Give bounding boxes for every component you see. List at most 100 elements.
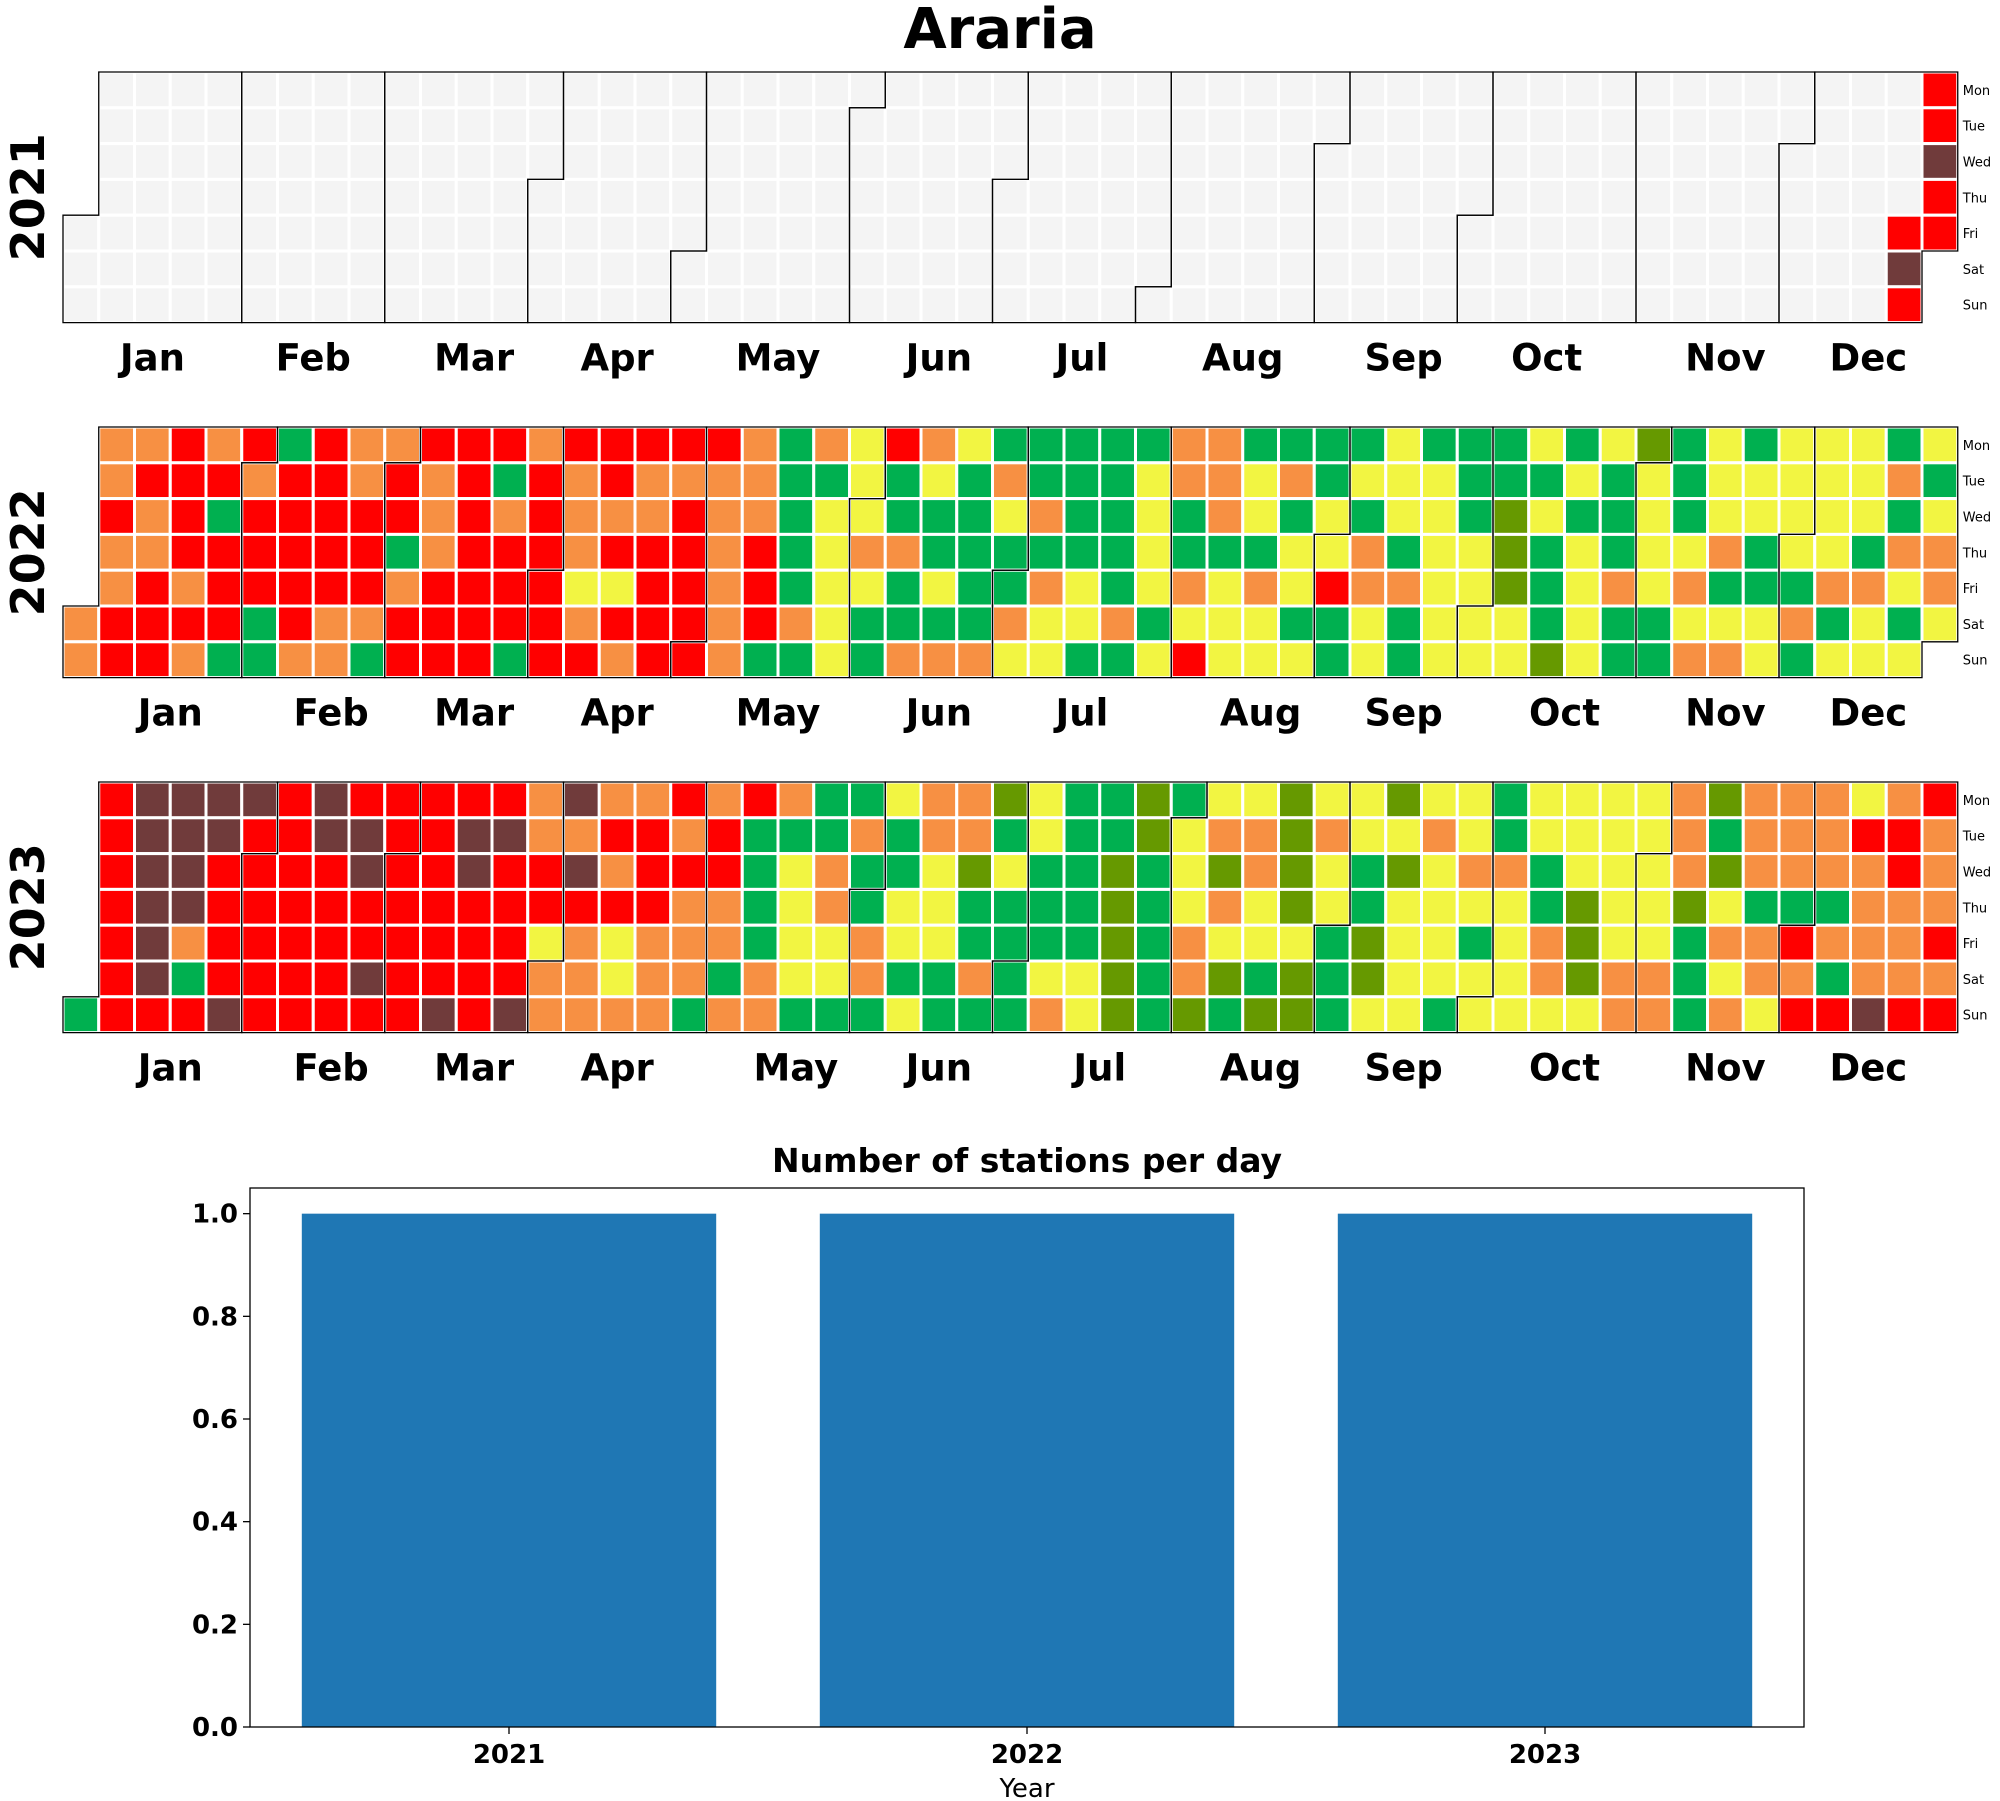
calendar-cell bbox=[883, 425, 923, 465]
calendar-cell-empty bbox=[490, 106, 530, 146]
calendar-cell bbox=[133, 532, 172, 572]
calendar-cell-empty bbox=[1205, 213, 1245, 253]
calendar-cell-empty bbox=[1277, 70, 1316, 110]
calendar-cell-empty bbox=[848, 213, 887, 253]
weekday-label: Fri bbox=[1963, 937, 1979, 952]
calendar-cell bbox=[1920, 887, 1960, 927]
calendar-cell bbox=[1420, 497, 1459, 536]
month-label: Dec bbox=[1830, 692, 1908, 735]
calendar-cell bbox=[240, 816, 279, 856]
calendar-cell bbox=[1169, 425, 1209, 465]
calendar-cell bbox=[883, 995, 923, 1035]
calendar-cell bbox=[705, 425, 744, 465]
calendar-cell bbox=[919, 923, 959, 963]
calendar-cell bbox=[812, 568, 851, 608]
calendar-cell-empty bbox=[204, 249, 244, 289]
calendar-cell bbox=[1563, 532, 1602, 572]
calendar-cell bbox=[347, 497, 387, 536]
calendar-cell-empty bbox=[240, 177, 279, 217]
calendar-cell-empty bbox=[1241, 106, 1280, 146]
calendar-cell bbox=[419, 923, 458, 963]
calendar-cell-empty bbox=[955, 249, 994, 289]
calendar-cell-empty bbox=[97, 70, 136, 110]
calendar-cell bbox=[776, 568, 816, 608]
calendar-cell bbox=[1598, 425, 1638, 465]
calendar-cell-empty bbox=[633, 285, 673, 325]
calendar-cell-empty bbox=[97, 106, 136, 146]
calendar-cell bbox=[669, 959, 708, 999]
calendar-cell bbox=[740, 604, 780, 644]
calendar-cell-empty bbox=[1527, 249, 1566, 289]
month-label: Sep bbox=[1365, 337, 1443, 380]
calendar-cell bbox=[133, 923, 172, 963]
calendar-cell bbox=[597, 995, 637, 1035]
calendar-cell-empty bbox=[97, 142, 136, 181]
calendar-cell bbox=[597, 497, 637, 536]
calendar-cell bbox=[419, 852, 458, 891]
calendar-cell-empty bbox=[1813, 142, 1852, 181]
calendar-cell bbox=[1384, 995, 1423, 1035]
calendar-cell bbox=[776, 923, 816, 963]
calendar-cell bbox=[669, 995, 708, 1035]
calendar-cell-empty bbox=[383, 249, 422, 289]
calendar-cell-empty bbox=[991, 213, 1030, 253]
calendar-cell bbox=[204, 568, 244, 608]
calendar-cell bbox=[1277, 532, 1316, 572]
calendar-cell bbox=[1634, 497, 1674, 536]
calendar-cell bbox=[1884, 604, 1924, 644]
calendar-cell bbox=[1205, 923, 1245, 963]
calendar-cell bbox=[383, 780, 422, 820]
calendar-cell-empty bbox=[1527, 177, 1566, 217]
calendar-cell bbox=[1026, 959, 1066, 999]
year-label: 2021 bbox=[1, 133, 55, 261]
calendar-cell bbox=[240, 923, 279, 963]
x-tick-label: 2022 bbox=[991, 1740, 1063, 1770]
calendar-cell bbox=[204, 532, 244, 572]
calendar-cell bbox=[597, 887, 637, 927]
calendar-cell bbox=[1634, 640, 1674, 680]
calendar-cell bbox=[955, 816, 994, 856]
calendar-cell-empty bbox=[740, 213, 780, 253]
calendar-cell bbox=[1598, 532, 1638, 572]
calendar-cell-empty bbox=[1098, 106, 1137, 146]
calendar-cell bbox=[240, 640, 279, 680]
calendar-cell bbox=[562, 568, 601, 608]
y-tick-label: 0.4 bbox=[192, 1508, 238, 1538]
weekday-label: Thu bbox=[1962, 191, 1987, 206]
calendar-cell bbox=[526, 816, 565, 856]
calendar-cell-empty bbox=[204, 177, 244, 217]
calendar-cell-empty bbox=[1312, 142, 1352, 181]
calendar-cell bbox=[1169, 959, 1209, 999]
calendar-cell-empty bbox=[1026, 213, 1066, 253]
calendar-cell-empty bbox=[1277, 249, 1316, 289]
calendar-cell bbox=[919, 461, 959, 501]
calendar-cell-empty bbox=[1563, 142, 1602, 181]
calendar-cell-empty bbox=[740, 142, 780, 181]
calendar-cell bbox=[1348, 461, 1388, 501]
calendar-cell bbox=[1241, 604, 1280, 644]
calendar-cell-empty bbox=[1384, 70, 1423, 110]
calendar-cell-empty bbox=[168, 213, 208, 253]
calendar-cell bbox=[1777, 780, 1817, 820]
calendar-cell bbox=[1670, 568, 1709, 608]
calendar-cell bbox=[1527, 568, 1566, 608]
month-label: Jan bbox=[135, 692, 203, 735]
calendar-cell-empty bbox=[1420, 70, 1459, 110]
calendar-cell bbox=[1527, 887, 1566, 927]
calendar-cell bbox=[419, 887, 458, 927]
calendar-cell bbox=[919, 852, 959, 891]
calendar-cell-empty bbox=[1384, 213, 1423, 253]
calendar-cell bbox=[1134, 425, 1173, 465]
calendar-cell-empty bbox=[705, 70, 744, 110]
calendar-cell-empty bbox=[1312, 70, 1352, 110]
calendar-cell bbox=[1670, 923, 1709, 963]
calendar-cell bbox=[1884, 816, 1924, 856]
calendar-cell bbox=[1527, 497, 1566, 536]
calendar-2022: Jan Feb Mar Apr May Jun Jul Aug Sep Oct Nov Dec Mon T… bbox=[1, 425, 1991, 735]
calendar-cell bbox=[705, 640, 744, 680]
calendar-cell-empty bbox=[705, 177, 744, 217]
calendar-cell bbox=[1420, 887, 1459, 927]
calendar-cell bbox=[347, 461, 387, 501]
calendar-cell bbox=[133, 816, 172, 856]
calendar-cell bbox=[311, 640, 351, 680]
